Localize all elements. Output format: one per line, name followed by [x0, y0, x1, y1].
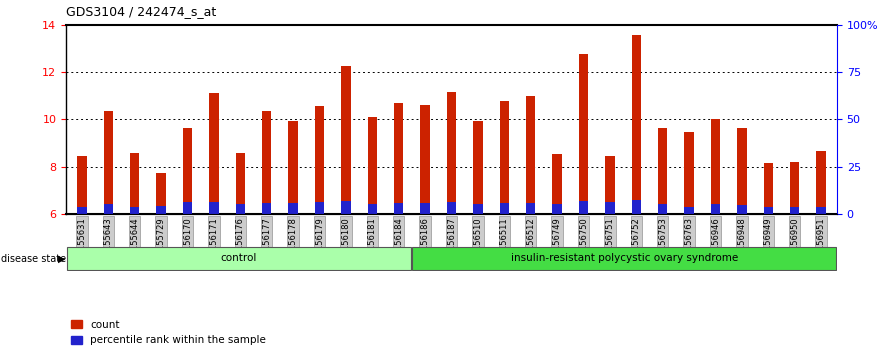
Bar — [526, 96, 536, 214]
Bar — [658, 204, 667, 214]
Bar — [579, 201, 589, 214]
FancyBboxPatch shape — [412, 247, 836, 270]
Bar — [262, 203, 271, 214]
Bar — [210, 93, 218, 214]
Bar — [367, 204, 377, 214]
Bar — [157, 206, 166, 214]
Bar — [78, 207, 86, 214]
Bar — [737, 128, 746, 214]
Bar — [790, 162, 799, 214]
Bar — [130, 153, 139, 214]
Bar — [685, 132, 693, 214]
Bar — [817, 152, 825, 214]
FancyBboxPatch shape — [67, 247, 411, 270]
Bar — [764, 163, 773, 214]
Bar — [157, 173, 166, 214]
Bar — [236, 204, 245, 214]
Bar — [183, 202, 192, 214]
Text: control: control — [220, 253, 257, 263]
Bar — [579, 55, 589, 214]
Bar — [288, 121, 298, 214]
Bar — [552, 154, 562, 214]
Text: insulin-resistant polycystic ovary syndrome: insulin-resistant polycystic ovary syndr… — [511, 253, 738, 263]
Bar — [262, 111, 271, 214]
Bar — [447, 202, 456, 214]
Bar — [341, 66, 351, 214]
Bar — [632, 35, 641, 214]
Bar — [367, 117, 377, 214]
Text: disease state: disease state — [1, 254, 66, 264]
Bar — [394, 203, 403, 214]
Bar — [790, 207, 799, 214]
Bar — [817, 207, 825, 214]
Bar — [315, 202, 324, 214]
Text: ▶: ▶ — [58, 254, 66, 264]
Bar — [288, 203, 298, 214]
Bar — [711, 119, 720, 214]
Bar — [711, 204, 720, 214]
Bar — [78, 156, 86, 214]
Bar — [632, 200, 641, 214]
Bar — [341, 201, 351, 214]
Bar — [130, 207, 139, 214]
Bar — [420, 203, 430, 214]
Text: GDS3104 / 242474_s_at: GDS3104 / 242474_s_at — [66, 5, 217, 18]
Bar — [500, 203, 509, 214]
Bar — [236, 153, 245, 214]
Bar — [104, 204, 113, 214]
Bar — [473, 204, 483, 214]
Bar — [500, 101, 509, 214]
Bar — [394, 103, 403, 214]
Bar — [315, 107, 324, 214]
Bar — [737, 205, 746, 214]
Bar — [473, 121, 483, 214]
Bar — [764, 207, 773, 214]
Bar — [183, 128, 192, 214]
Bar — [526, 203, 536, 214]
Bar — [210, 202, 218, 214]
Legend: count, percentile rank within the sample: count, percentile rank within the sample — [71, 320, 266, 345]
Bar — [552, 204, 562, 214]
Bar — [658, 128, 667, 214]
Bar — [447, 92, 456, 214]
Bar — [605, 156, 615, 214]
Bar — [685, 207, 693, 214]
Bar — [605, 202, 615, 214]
Bar — [420, 105, 430, 214]
Bar — [104, 111, 113, 214]
